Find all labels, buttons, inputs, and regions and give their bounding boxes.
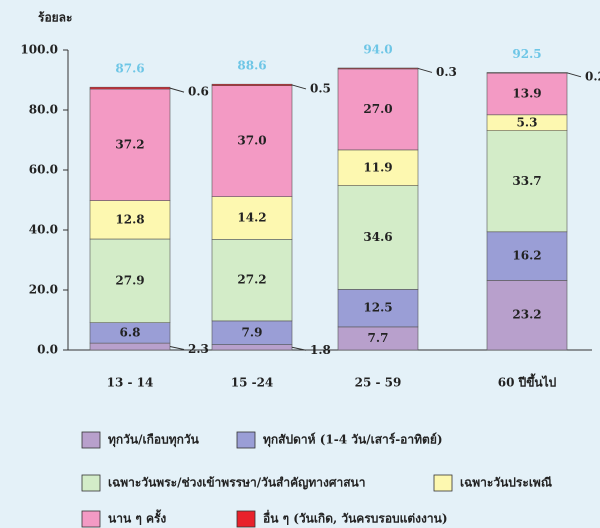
bar-segment xyxy=(211,196,293,240)
value-label: 0.5 xyxy=(310,81,331,95)
legend-swatch xyxy=(236,510,256,528)
value-label: 16.2 xyxy=(512,249,541,263)
leader-line xyxy=(169,87,185,93)
bar-segment xyxy=(211,83,293,86)
value-label: 23.2 xyxy=(512,308,541,322)
total-label: 87.6 xyxy=(115,62,144,76)
y-tick-label: 80.0 xyxy=(29,103,58,117)
bar-segment xyxy=(486,231,568,281)
value-label: 2.3 xyxy=(188,342,209,356)
leader-line xyxy=(169,346,185,351)
value-label: 14.2 xyxy=(237,211,266,225)
bar-segment xyxy=(486,72,568,116)
value-label: 37.0 xyxy=(237,134,266,148)
bar-segment xyxy=(337,289,419,328)
legend-swatch xyxy=(81,431,101,449)
legend-label: เฉพาะวันพระ/ช่วงเข้าพรรษา/วันสำคัญทางศาส… xyxy=(108,476,366,490)
value-label: 11.9 xyxy=(363,160,392,174)
legend-label: ทุกวัน/เกือบทุกวัน xyxy=(108,433,200,448)
value-label: 27.9 xyxy=(115,273,144,287)
legend-swatch xyxy=(81,474,101,492)
value-label: 0.3 xyxy=(436,65,457,79)
x-tick-label: 15 -24 xyxy=(231,376,274,390)
bar-segment xyxy=(486,72,568,74)
value-label: 27.0 xyxy=(363,102,392,116)
total-label: 94.0 xyxy=(363,43,392,57)
value-label: 37.2 xyxy=(115,137,144,151)
y-tick-label: 40.0 xyxy=(29,223,58,237)
bar-segment xyxy=(337,68,419,151)
leader-line xyxy=(417,67,433,73)
x-tick-label: 13 - 14 xyxy=(107,376,154,390)
bar-segment xyxy=(89,200,171,240)
x-tick-label: 60 ปีขึ้นไป xyxy=(498,373,557,390)
value-label: 1.8 xyxy=(310,343,331,357)
value-label: 12.8 xyxy=(115,212,144,226)
leader-line xyxy=(291,84,307,90)
legend-swatch xyxy=(433,474,453,492)
bar-segment xyxy=(486,130,568,233)
y-tick-label: 100.0 xyxy=(20,43,58,57)
bar-segment xyxy=(89,342,171,351)
y-tick-label: 0.0 xyxy=(37,343,58,357)
value-label: 33.7 xyxy=(512,174,541,188)
x-tick-label: 25 - 59 xyxy=(355,376,402,390)
leader-line xyxy=(291,346,307,351)
value-label: 5.3 xyxy=(517,115,538,129)
total-label: 88.6 xyxy=(237,59,266,73)
bar-segment xyxy=(89,238,171,323)
total-label: 92.5 xyxy=(512,47,541,61)
value-label: 0.6 xyxy=(188,85,209,99)
y-axis-label: ร้อยละ xyxy=(38,11,72,25)
bar-segment xyxy=(89,88,171,201)
value-label: 0.2 xyxy=(585,69,600,83)
legend-label: อื่น ๆ (วันเกิด, วันครบรอบแต่งงาน) xyxy=(263,510,448,526)
value-label: 12.5 xyxy=(363,301,392,315)
value-label: 7.9 xyxy=(242,325,263,339)
y-tick-label: 20.0 xyxy=(29,283,58,297)
bar-segment xyxy=(211,85,293,197)
bar-segment xyxy=(211,239,293,322)
value-label: 13.9 xyxy=(512,86,541,100)
legend-label: เฉพาะวันประเพณี xyxy=(460,476,552,490)
y-tick-label: 60.0 xyxy=(29,163,58,177)
value-label: 6.8 xyxy=(120,325,141,339)
value-label: 7.7 xyxy=(368,331,389,345)
legend-label: นาน ๆ ครั้ง xyxy=(108,509,166,526)
bar-segment xyxy=(89,86,171,90)
bar-segment xyxy=(337,185,419,290)
legend-swatch xyxy=(236,431,256,449)
value-label: 34.6 xyxy=(363,230,392,244)
legend-label: ทุกสัปดาห์ (1-4 วัน/เสาร์-อาทิตย์) xyxy=(263,433,443,448)
legend-swatch xyxy=(81,510,101,528)
value-label: 27.2 xyxy=(237,273,266,287)
bar-segment xyxy=(211,344,293,351)
bar-segment xyxy=(337,149,419,186)
leader-line xyxy=(566,72,582,78)
bar-segment xyxy=(337,67,419,70)
bar-segment xyxy=(486,280,568,351)
